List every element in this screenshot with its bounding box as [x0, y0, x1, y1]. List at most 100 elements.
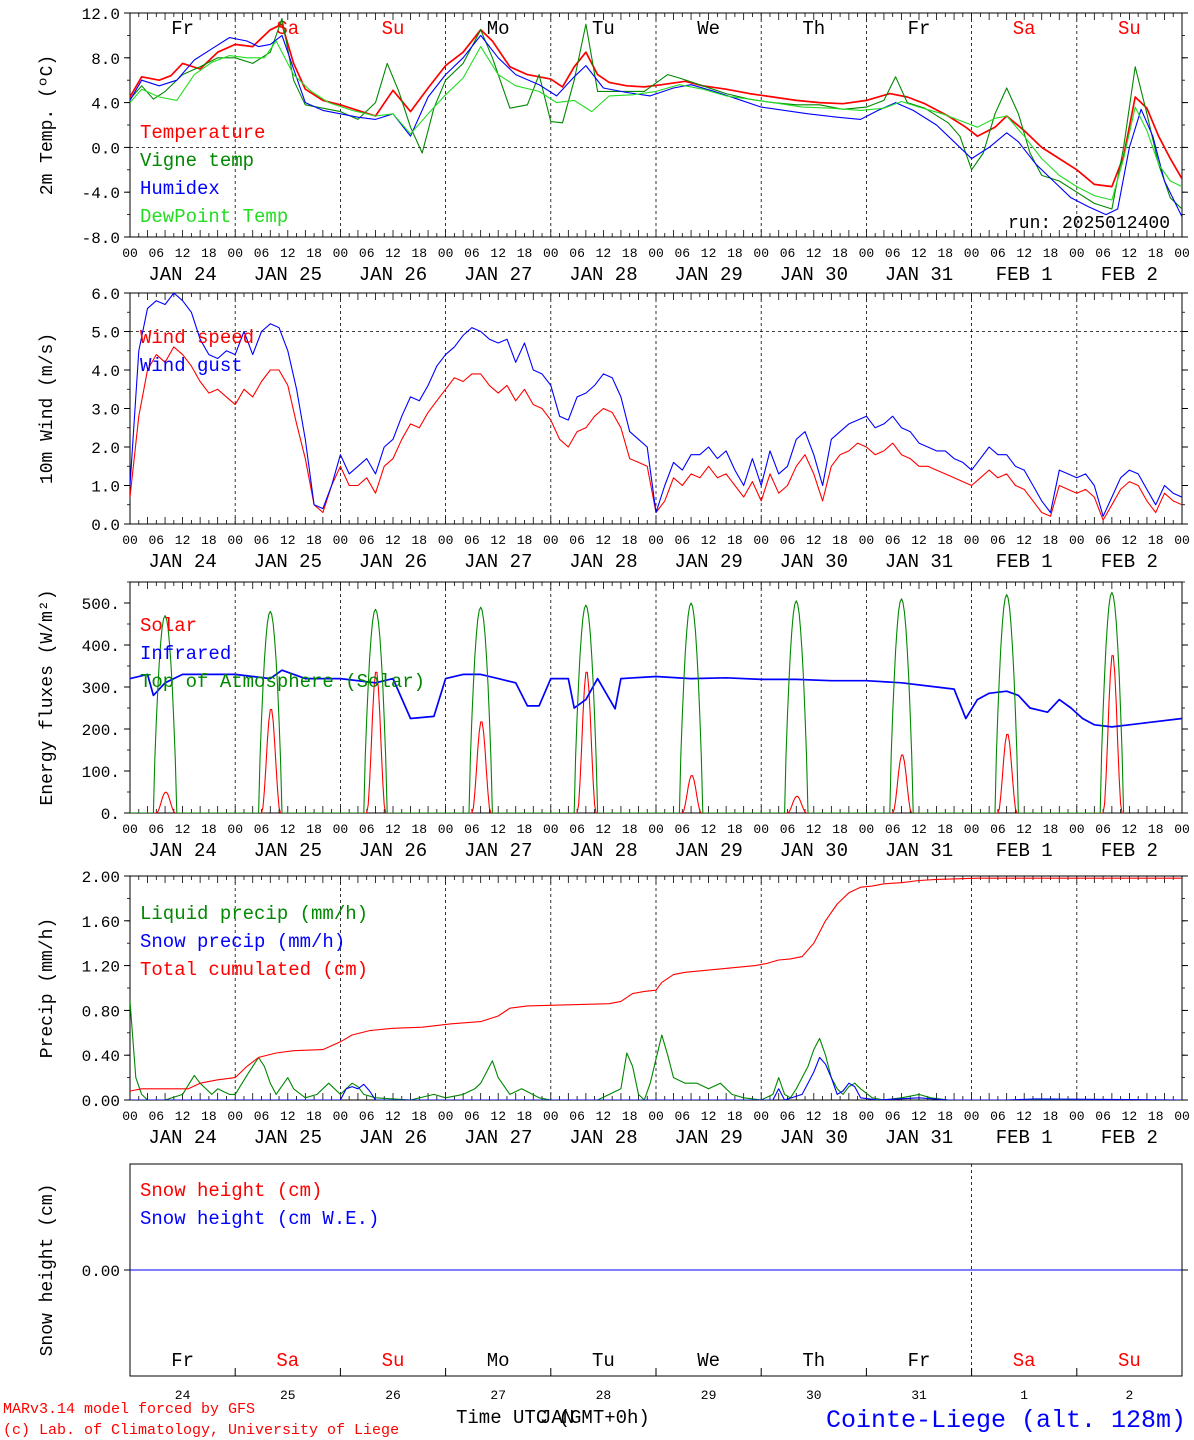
hour-tick-label: 00: [227, 246, 243, 261]
hour-tick-label: 12: [385, 533, 401, 548]
day-number-label: 26: [385, 1388, 401, 1403]
hour-tick-label: 06: [569, 533, 585, 548]
y-tick-label: 400.: [82, 638, 120, 656]
hour-tick-label: 18: [306, 246, 322, 261]
hour-tick-label: 12: [596, 1109, 612, 1124]
hour-tick-label: 06: [674, 246, 690, 261]
hour-tick-label: 12: [701, 1109, 717, 1124]
hour-tick-label: 00: [964, 1109, 980, 1124]
day-number-label: 30: [806, 1388, 822, 1403]
hour-tick-label: 18: [1043, 533, 1059, 548]
date-label: JAN 25: [254, 551, 322, 573]
y-tick-label: 6.0: [91, 286, 120, 304]
hour-tick-label: 18: [937, 246, 953, 261]
hour-tick-label: 00: [438, 246, 454, 261]
weekday-label: Su: [1118, 1350, 1141, 1372]
hour-tick-label: 00: [333, 533, 349, 548]
hour-tick-label: 00: [648, 533, 664, 548]
hour-tick-label: 18: [622, 246, 638, 261]
model-credit: MARv3.14 model forced by GFS: [3, 1401, 255, 1418]
hour-tick-label: 12: [911, 533, 927, 548]
hour-tick-label: 12: [1122, 1109, 1138, 1124]
hour-tick-label: 12: [490, 533, 506, 548]
hour-tick-label: 00: [122, 246, 138, 261]
date-label: JAN 27: [464, 551, 532, 573]
y-tick-label: 0.80: [82, 1003, 120, 1021]
hour-tick-label: 06: [464, 822, 480, 837]
hour-tick-label: 18: [1148, 1109, 1164, 1124]
series-line-infrared: [130, 669, 1182, 728]
hour-tick-label: 06: [569, 1109, 585, 1124]
hour-tick-label: 12: [1122, 246, 1138, 261]
y-tick-label: 1.20: [82, 959, 120, 977]
hour-tick-label: 00: [753, 822, 769, 837]
hour-tick-label: 00: [1069, 822, 1085, 837]
y-tick-label: 1.0: [91, 479, 120, 497]
date-label: JAN 25: [254, 840, 322, 862]
hour-tick-label: 00: [438, 533, 454, 548]
hour-tick-label: 18: [1148, 533, 1164, 548]
y-tick-label: 100.: [82, 764, 120, 782]
hour-tick-label: 18: [306, 1109, 322, 1124]
hour-tick-label: 18: [832, 1109, 848, 1124]
hour-tick-label: 00: [964, 533, 980, 548]
hour-tick-label: 18: [411, 246, 427, 261]
date-label: JAN 25: [254, 264, 322, 286]
legend-entry: Wind speed: [140, 327, 254, 349]
date-label: JAN 30: [780, 1127, 848, 1149]
date-label: JAN 24: [148, 840, 216, 862]
legend-entry: Total cumulated (cm): [140, 959, 368, 981]
hour-tick-label: 12: [911, 822, 927, 837]
hour-tick-label: 12: [490, 822, 506, 837]
weekday-label: Su: [382, 1350, 405, 1372]
hour-tick-label: 06: [885, 246, 901, 261]
weekday-label: Fr: [171, 18, 194, 40]
hour-tick-label: 18: [727, 1109, 743, 1124]
hour-tick-label: 12: [806, 1109, 822, 1124]
hour-tick-label: 18: [622, 1109, 638, 1124]
hour-tick-label: 18: [201, 246, 217, 261]
y-tick-label: 1.60: [82, 914, 120, 932]
date-label: JAN 29: [674, 551, 742, 573]
weekday-label: Fr: [908, 1350, 931, 1372]
hour-tick-label: 18: [937, 533, 953, 548]
date-label: FEB 1: [996, 264, 1053, 286]
hour-tick-label: 12: [385, 822, 401, 837]
hour-tick-label: 00: [543, 822, 559, 837]
hour-tick-label: 06: [885, 822, 901, 837]
hour-tick-label: 12: [596, 533, 612, 548]
date-label: JAN 29: [674, 1127, 742, 1149]
hour-tick-label: 12: [806, 246, 822, 261]
date-label: FEB 2: [1101, 264, 1158, 286]
weekday-label: Su: [382, 18, 405, 40]
legend-entry: DewPoint Temp: [140, 206, 288, 228]
hour-tick-label: 18: [517, 246, 533, 261]
hour-tick-label: 12: [175, 533, 191, 548]
hour-tick-label: 06: [1095, 822, 1111, 837]
hour-tick-label: 06: [464, 1109, 480, 1124]
date-label: JAN 30: [780, 840, 848, 862]
hour-tick-label: 18: [937, 1109, 953, 1124]
hour-tick-label: 12: [596, 246, 612, 261]
hour-tick-label: 00: [438, 1109, 454, 1124]
hour-tick-label: 00: [859, 1109, 875, 1124]
hour-tick-label: 00: [859, 246, 875, 261]
hour-tick-label: 00: [543, 1109, 559, 1124]
date-label: FEB 2: [1101, 840, 1158, 862]
hour-tick-label: 00: [333, 1109, 349, 1124]
date-label: JAN 27: [464, 264, 532, 286]
date-label: JAN 25: [254, 1127, 322, 1149]
series-line-wind-gust: [130, 293, 1182, 517]
y-axis-label: 10m Wind (m/s): [38, 333, 58, 484]
panel-5: 0.00 Snow height (cm) Snow height (cm) Snow…: [38, 1163, 1188, 1403]
hour-tick-label: 00: [227, 822, 243, 837]
hour-tick-label: 18: [622, 822, 638, 837]
date-label: JAN 28: [569, 264, 637, 286]
y-tick-label: 0.: [101, 806, 120, 824]
y-tick-label: -8.0: [82, 230, 120, 248]
y-tick-label: 2.0: [91, 440, 120, 458]
date-label: JAN 24: [148, 551, 216, 573]
day-number-label: 24: [175, 1388, 191, 1403]
hour-tick-label: 06: [674, 1109, 690, 1124]
legend-entry: Humidex: [140, 178, 220, 200]
